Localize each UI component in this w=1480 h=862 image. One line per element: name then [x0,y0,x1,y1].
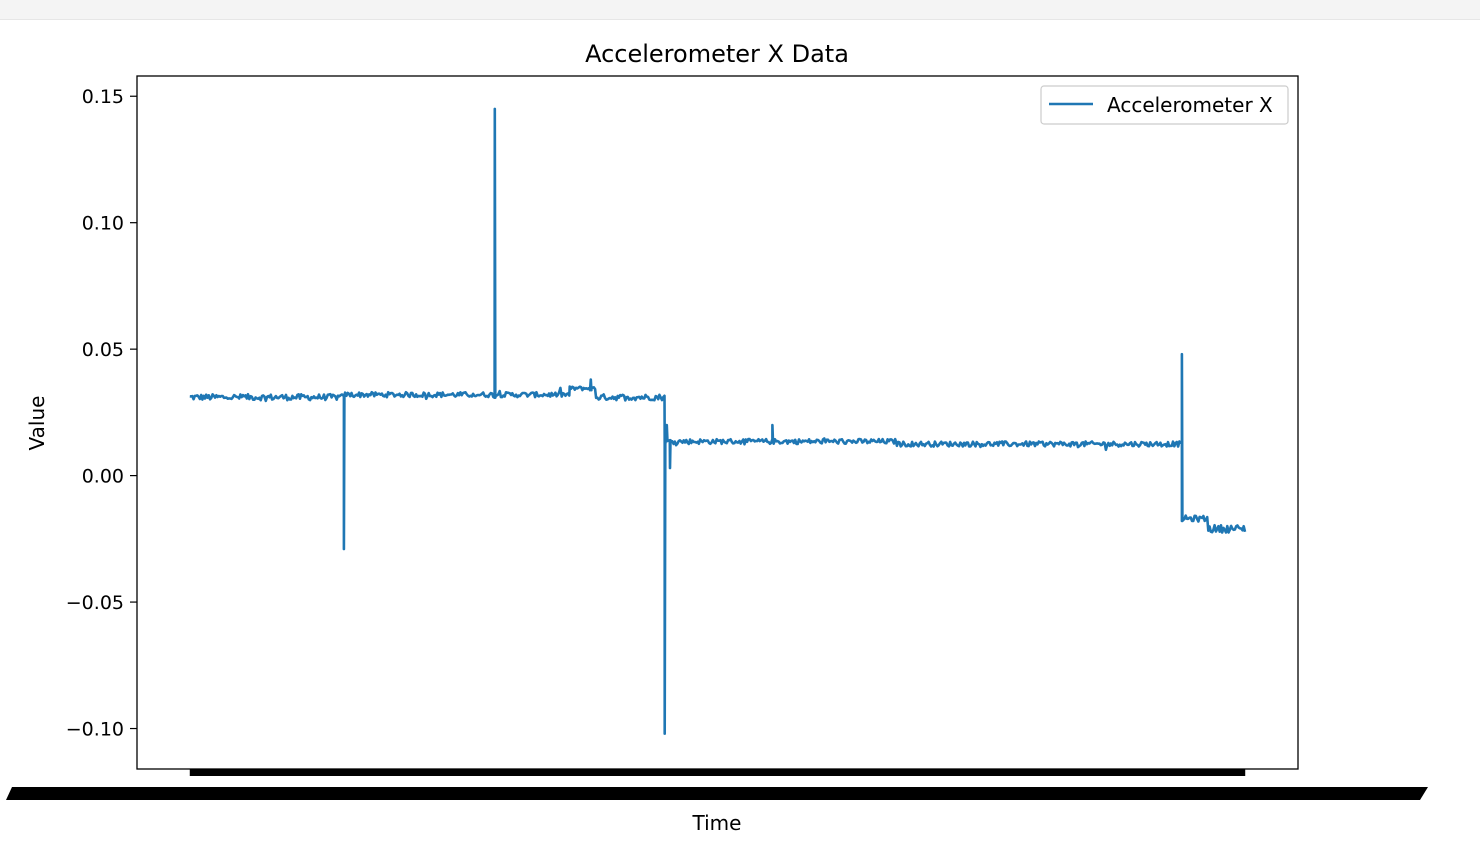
y-tick-label: 0.15 [82,86,124,108]
y-axis-label: Value [25,396,49,451]
series-line-accelerometer-x [189,107,1247,735]
x-axis-label: Time [692,811,742,835]
y-tick-label: 0.05 [82,339,124,361]
y-tick-label: 0.10 [82,213,124,235]
x-axis [6,769,1428,800]
y-axis: −0.10 −0.05 0.00 0.05 0.10 0.15 [66,86,137,741]
legend-box [1040,85,1289,125]
toolbar-strip [0,0,1480,20]
legend: Accelerometer X [1040,85,1289,125]
legend-label: Accelerometer X [1107,93,1273,117]
y-tick-label: −0.05 [66,592,124,614]
x-ticks [189,769,1246,776]
x-tick-labels-overlapped [6,787,1428,800]
plot-frame [136,75,1299,770]
y-tick-label: −0.10 [66,719,124,741]
y-tick-label: 0.00 [82,466,124,488]
chart-title: Accelerometer X Data [585,40,849,68]
